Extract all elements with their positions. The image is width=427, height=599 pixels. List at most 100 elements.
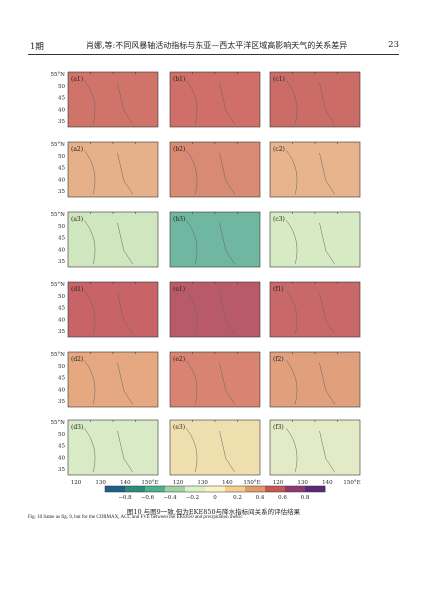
panel-label: (d2) bbox=[71, 356, 83, 363]
colorbar-swatch bbox=[245, 486, 266, 492]
colorbar-swatch bbox=[165, 486, 186, 492]
lon-label: 140 bbox=[222, 480, 233, 486]
colorbar-swatch bbox=[185, 486, 206, 492]
coastline bbox=[286, 150, 336, 195]
lat-label: 35 bbox=[58, 119, 65, 125]
coastline bbox=[84, 150, 134, 195]
panel-label: (c3) bbox=[273, 216, 285, 223]
colorbar-tick: −0.6 bbox=[141, 495, 155, 501]
colorbar-tick: 0.8 bbox=[301, 495, 310, 501]
panel-label: (a2) bbox=[71, 146, 83, 153]
panel-label: (d1) bbox=[71, 286, 83, 293]
lat-label: 45 bbox=[58, 306, 65, 312]
lat-label: 35 bbox=[58, 399, 65, 405]
panel-label: (b1) bbox=[173, 76, 185, 83]
colorbar-swatch bbox=[225, 486, 246, 492]
map-panel bbox=[269, 141, 361, 198]
panel-label: (e1) bbox=[173, 286, 185, 293]
coastline bbox=[186, 428, 236, 473]
coastline bbox=[286, 80, 336, 125]
panel-label: (a3) bbox=[71, 216, 83, 223]
lat-label: 35 bbox=[58, 329, 65, 335]
lat-label: 45 bbox=[58, 376, 65, 382]
map-panel bbox=[67, 281, 159, 338]
coastline bbox=[186, 360, 236, 405]
map-panel bbox=[269, 281, 361, 338]
page-number: 23 bbox=[388, 40, 399, 50]
map-panel bbox=[169, 419, 261, 476]
colorbar-tick: 0 bbox=[213, 495, 217, 501]
colorbar-swatch bbox=[145, 486, 166, 492]
map-panel bbox=[169, 211, 261, 268]
lat-label: 40 bbox=[58, 107, 65, 113]
coastline bbox=[286, 360, 336, 405]
lon-label: 120 bbox=[71, 480, 82, 486]
map-panel bbox=[169, 71, 261, 128]
panel-label: (c2) bbox=[273, 146, 285, 153]
panel-label: (b3) bbox=[173, 216, 185, 223]
coastline bbox=[186, 220, 236, 265]
colorbar-tick: −0.8 bbox=[118, 495, 132, 501]
colorbar-frame bbox=[104, 485, 326, 493]
lat-label: 40 bbox=[58, 387, 65, 393]
colorbar-tick: 0.4 bbox=[256, 495, 265, 501]
lon-label: 150°E bbox=[343, 480, 360, 486]
lat-label: 40 bbox=[58, 247, 65, 253]
panel-label: (d3) bbox=[71, 424, 83, 431]
colorbar-swatch bbox=[285, 486, 306, 492]
panel-label: (f3) bbox=[273, 424, 284, 431]
lat-label: 40 bbox=[58, 177, 65, 183]
figure-caption-cn: 图10 与图9一致,但为EKE850与降水指标间关系的评估结果 bbox=[126, 508, 301, 516]
header-rule bbox=[28, 54, 399, 55]
panel-label: (b2) bbox=[173, 146, 185, 153]
map-panel bbox=[169, 141, 261, 198]
lat-label: 50 bbox=[58, 154, 65, 160]
lat-label: 45 bbox=[58, 166, 65, 172]
lon-label: 150°E bbox=[243, 480, 260, 486]
lat-label: 55°N bbox=[50, 420, 65, 426]
figure-caption-en: Fig. 10 Same as fig. 9, but for the CORM… bbox=[28, 515, 243, 520]
colorbar-swatch bbox=[205, 486, 226, 492]
colorbar-tick: −0.4 bbox=[163, 495, 177, 501]
coastline bbox=[84, 290, 134, 335]
lat-label: 50 bbox=[58, 294, 65, 300]
lon-label: 140 bbox=[120, 480, 131, 486]
lat-label: 55°N bbox=[50, 142, 65, 148]
lat-label: 50 bbox=[58, 84, 65, 90]
lat-label: 50 bbox=[58, 364, 65, 370]
colorbar-swatch bbox=[105, 486, 126, 492]
coastline bbox=[186, 290, 236, 335]
panel-label: (e2) bbox=[173, 356, 185, 363]
lat-label: 55°N bbox=[50, 352, 65, 358]
lat-label: 35 bbox=[58, 259, 65, 265]
lon-label: 130 bbox=[297, 480, 308, 486]
lat-label: 55°N bbox=[50, 72, 65, 78]
colorbar-swatch bbox=[265, 486, 286, 492]
coastline bbox=[186, 150, 236, 195]
map-panel bbox=[169, 351, 261, 408]
coastline bbox=[186, 80, 236, 125]
lat-label: 50 bbox=[58, 432, 65, 438]
lon-label: 130 bbox=[95, 480, 106, 486]
running-title: 肖娜,等:不同风暴轴活动指标与东亚—西太平洋区域高影响天气的关系差异 bbox=[86, 41, 348, 50]
lon-label: 120 bbox=[273, 480, 284, 486]
coastline bbox=[84, 360, 134, 405]
lon-label: 140 bbox=[322, 480, 333, 486]
lat-label: 45 bbox=[58, 96, 65, 102]
panel-label: (f2) bbox=[273, 356, 284, 363]
map-panel bbox=[67, 211, 159, 268]
coastline bbox=[84, 80, 134, 125]
panel-label: (c1) bbox=[273, 76, 285, 83]
lat-label: 35 bbox=[58, 467, 65, 473]
lat-label: 45 bbox=[58, 444, 65, 450]
lat-label: 40 bbox=[58, 317, 65, 323]
lat-label: 40 bbox=[58, 455, 65, 461]
coastline bbox=[84, 428, 134, 473]
lon-label: 120 bbox=[173, 480, 184, 486]
lat-label: 50 bbox=[58, 224, 65, 230]
colorbar-tick: 0.2 bbox=[233, 495, 242, 501]
coastline bbox=[286, 290, 336, 335]
coastline bbox=[286, 428, 336, 473]
coastline bbox=[84, 220, 134, 265]
